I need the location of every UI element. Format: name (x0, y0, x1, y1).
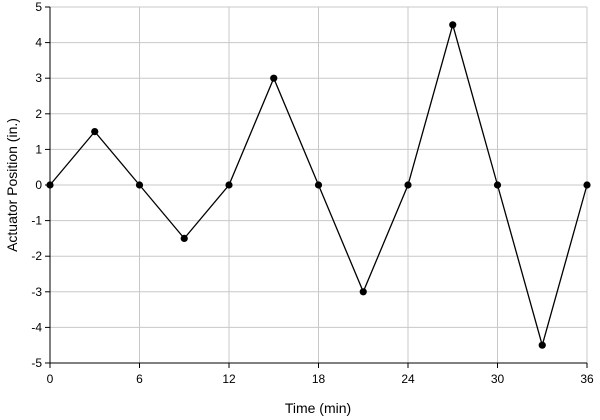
plot-area (46, 21, 591, 349)
y-tick-label: 4 (35, 36, 42, 50)
data-point (270, 74, 278, 82)
data-point (314, 181, 323, 189)
data-point (538, 341, 546, 349)
y-tick-label: 2 (35, 107, 42, 121)
x-tick-label: 6 (136, 372, 143, 386)
data-point (404, 181, 412, 189)
y-tick-label: 5 (35, 0, 42, 14)
data-point (583, 181, 591, 189)
x-tick-label: 18 (312, 372, 326, 386)
y-tick-label: -1 (31, 214, 42, 228)
y-tick-label: 3 (35, 71, 42, 85)
y-tick-label: -3 (31, 285, 42, 299)
x-tick-label: 0 (47, 372, 54, 386)
data-point (359, 288, 367, 296)
data-point (91, 128, 99, 136)
x-tick-label: 36 (580, 372, 594, 386)
y-tick-label: 1 (35, 142, 42, 156)
y-tick-label: -2 (31, 249, 42, 263)
y-tick-label: -4 (31, 320, 42, 334)
data-point (180, 234, 188, 242)
y-axis-title: Actuator Position (in.) (4, 118, 20, 252)
x-axis-title: Time (min) (285, 400, 351, 416)
data-point (135, 181, 144, 189)
data-point (225, 181, 233, 189)
data-point (46, 181, 54, 189)
y-tick-label: -5 (31, 356, 42, 370)
x-tick-label: 12 (222, 372, 236, 386)
y-tick-label: 0 (35, 178, 42, 192)
x-tick-label: 30 (491, 372, 505, 386)
data-point (493, 181, 502, 189)
x-tick-label: 24 (401, 372, 415, 386)
data-point (449, 21, 457, 29)
